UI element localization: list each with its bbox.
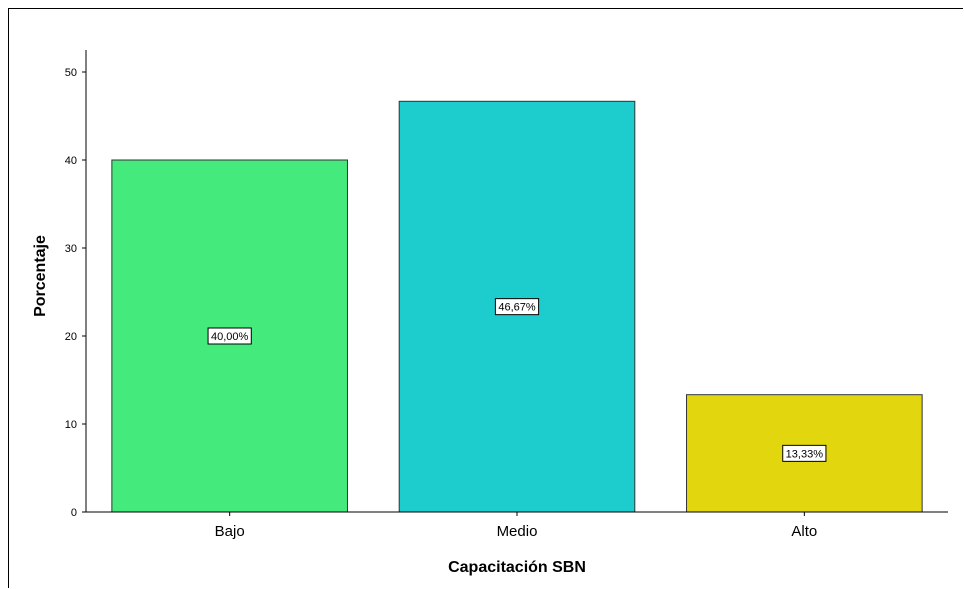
- y-tick-label: 10: [65, 419, 77, 431]
- data-label-box: [207, 327, 252, 345]
- y-axis-ticks: 0 10 20 30 40 50: [65, 67, 86, 519]
- y-tick-label: 20: [65, 331, 77, 343]
- chart-frame: [8, 8, 963, 588]
- y-axis-title: Porcentaje: [32, 235, 49, 317]
- data-labels: 40,00% 46,67% 13,33%: [207, 298, 827, 462]
- data-label: 40,00%: [211, 331, 249, 343]
- x-category-label: Alto: [791, 523, 817, 540]
- y-tick-label: 40: [65, 155, 77, 167]
- y-tick-label: 50: [65, 67, 77, 79]
- x-category-label: Medio: [497, 523, 538, 540]
- x-category-label: Bajo: [215, 523, 245, 540]
- x-axis-title: Capacitación SBN: [448, 559, 586, 576]
- y-tick-label: 0: [71, 507, 77, 519]
- y-tick-label: 30: [65, 243, 77, 255]
- data-label: 46,67%: [498, 302, 536, 314]
- data-label-box: [782, 444, 827, 462]
- x-axis-categories: Bajo Medio Alto: [215, 512, 817, 540]
- data-label-box: [494, 298, 540, 316]
- data-label: 13,33%: [786, 448, 824, 460]
